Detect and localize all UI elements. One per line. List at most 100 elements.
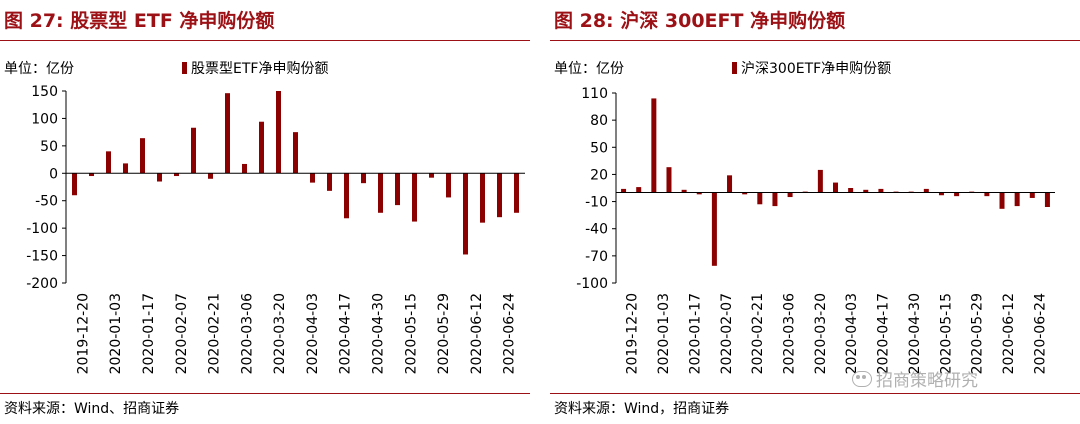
x-tick-label: 2020-01-03 [108,293,124,374]
bar [923,188,929,193]
bar [497,173,502,218]
bar [412,173,417,222]
watermark-text: 招商策略研究 [876,371,978,391]
bar [666,167,672,193]
bar [293,132,298,174]
y-tick-label: -200 [26,276,58,292]
title-rule [0,40,530,41]
bar [696,192,702,195]
figure-title: 图 28: 沪深 300EFT 净申购份额 [554,10,846,32]
unit-label: 单位：亿份 [554,61,624,77]
bar [480,173,485,223]
y-tick-label: -150 [26,249,58,265]
wechat-icon [852,370,872,387]
chart-panel-etf: 图 27: 股票型 ETF 净申购份额 单位：亿份 股票型ETF净申购份额 150 1… [0,0,530,424]
y-tick-label: 110 [581,86,608,102]
bar [938,192,944,196]
source-note: 资料来源：Wind、招商证券 [4,401,180,417]
bar [984,192,990,197]
x-tick-label: 2020-06-12 [1001,293,1017,374]
bar [651,98,657,193]
bar [446,173,451,198]
x-tick-label: 2020-01-17 [141,293,157,374]
x-tick-label: 2020-02-07 [174,293,190,374]
bar [276,91,281,174]
x-tick-label: 2020-01-03 [656,293,672,374]
legend-swatch [182,62,187,74]
bar [514,173,519,213]
etf-bar-chart: 单位：亿份 股票型ETF净申购份额 150 100 50 0 -50 -100 -150 -200… [4,61,525,374]
bar [395,173,400,206]
x-tick-label: 2020-02-07 [719,293,735,374]
x-tick-label: 2020-05-15 [403,293,419,374]
x-tick-label: 2020-02-21 [207,293,223,374]
bar [848,188,854,193]
bar [208,173,213,179]
y-tick-label: 0 [49,166,58,182]
bar [817,169,823,193]
bar [1029,192,1035,198]
x-tick-label: 2020-04-17 [338,293,354,374]
bar [681,189,687,193]
y-tick-label: -50 [35,194,58,210]
x-tick-label: 2020-04-17 [876,293,892,374]
bar [310,173,315,183]
bar [742,192,748,195]
y-tick-label: 150 [31,84,58,100]
bar [878,188,884,193]
legend-label: 沪深300ETF净申购份额 [741,61,891,77]
x-tick-label: 2020-01-17 [687,293,703,374]
bar [863,189,869,193]
bar [140,138,145,174]
bar [463,173,468,255]
y-tick-label: -100 [26,221,58,237]
hs300-bar-chart: 单位：亿份 沪深300ETF净申购份额 110 80 50 20 -10 -40 -70 -100… [554,61,1055,374]
y-tick-label: 20 [590,167,608,183]
bar [833,182,838,193]
bar [999,192,1005,209]
source-rule [0,393,530,394]
x-tick-label: 2020-05-29 [970,293,986,374]
bar [727,175,733,193]
bar [225,93,230,174]
y-tick-label: -70 [585,249,608,265]
bar [123,163,128,174]
x-tick-label: 2020-04-30 [370,293,386,374]
x-tick-label: 2020-03-20 [813,293,829,374]
bar [954,192,960,197]
x-tick-label: 2020-04-03 [305,293,321,374]
x-tick-label: 2020-02-21 [750,293,766,374]
bar [1044,192,1050,207]
x-tick-label: 2020-04-30 [907,293,923,374]
bar [636,187,642,193]
y-tick-label: 100 [31,111,58,127]
bar [772,192,778,207]
x-tick-label: 2020-06-24 [502,293,518,374]
x-tick-label: 2020-06-24 [1032,293,1048,374]
x-tick-label: 2020-03-06 [239,293,255,374]
title-rule [550,40,1080,41]
chart-panel-hs300: 图 28: 沪深 300EFT 净申购份额 单位：亿份 沪深300ETF净申购份额… [550,0,1080,424]
bar [757,192,763,205]
x-tick-label: 2019-12-20 [625,293,641,374]
bar [344,173,349,219]
watermark: 招商策略研究 [852,366,978,391]
source-rule [550,393,1080,394]
bar [621,188,627,193]
unit-label: 单位：亿份 [4,61,74,77]
x-tick-label: 2019-12-20 [75,293,91,374]
bar [711,192,717,266]
y-tick-label: 50 [590,140,608,156]
bar [327,173,332,191]
bar [174,173,179,177]
y-tick-label: -40 [585,222,608,238]
y-tick-label: -100 [576,276,608,292]
bar [242,163,247,174]
legend-swatch [732,62,737,74]
bar [157,173,162,182]
x-tick-label: 2020-05-29 [436,293,452,374]
bar [787,192,793,198]
bar [259,121,264,174]
y-tick-label: 80 [590,113,608,129]
x-tick-label: 2020-03-06 [781,293,797,374]
